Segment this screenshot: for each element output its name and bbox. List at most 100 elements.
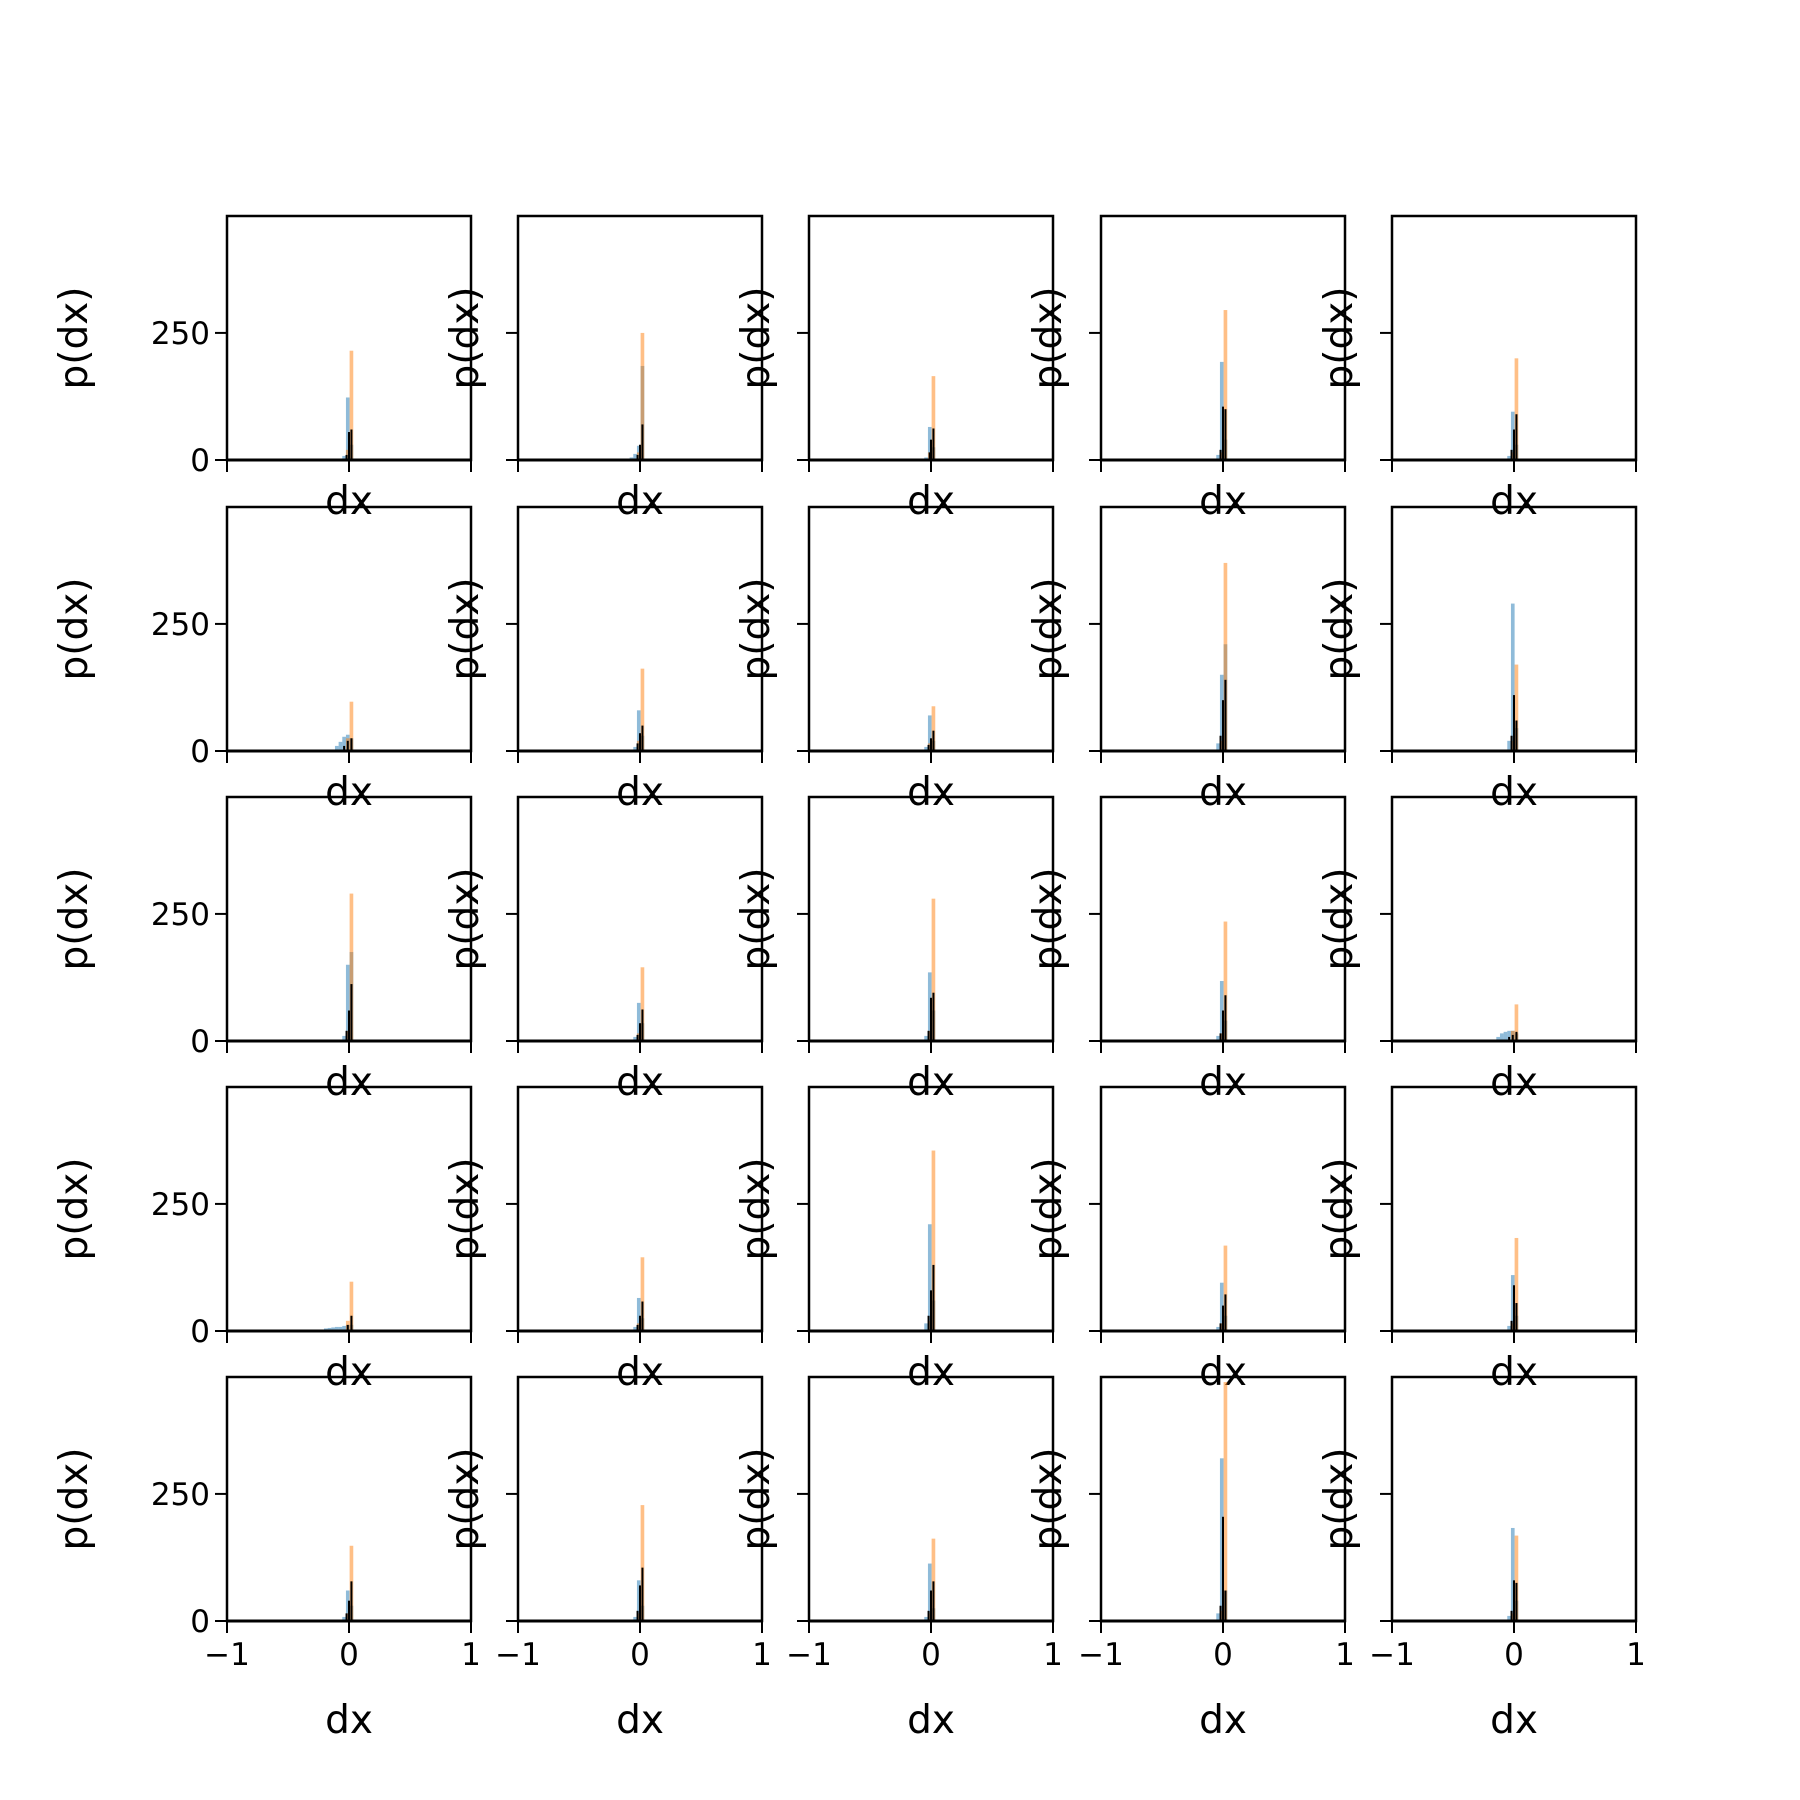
hist-bar-s3-2 (929, 997, 932, 1041)
panel-r3-c5: dx p(dx) (1317, 795, 1638, 1105)
hist-bar-s3-1 (1219, 735, 1222, 751)
y-axis-label: p(dx) (1026, 1157, 1071, 1260)
hist-bar-s3-1 (636, 454, 639, 460)
hist-bar-s2-2 (1514, 1237, 1519, 1331)
x-tick-label: 1 (752, 1637, 772, 1673)
hist-bar-s1-3 (1503, 1031, 1508, 1041)
x-axis-label: dx (907, 770, 955, 815)
hist-bar-s2-1 (345, 1030, 350, 1041)
y-axis-label: p(dx) (1026, 577, 1071, 680)
hist-bar-s2-2 (640, 332, 645, 460)
hist-bar-s1-1 (633, 1616, 637, 1621)
hist-bar-s3-2 (1511, 1034, 1514, 1041)
x-axis-label: dx (325, 1060, 373, 1105)
hist-bar-s3-2 (638, 1315, 641, 1331)
hist-bar-s3-3 (350, 1581, 353, 1621)
hist-bar-s3-1 (1508, 1036, 1511, 1041)
hist-bar-s3-2 (347, 1010, 350, 1041)
hist-bar-s1-2 (345, 964, 350, 1041)
y-tick-label: 0 (190, 443, 210, 479)
hist-bar-s3-2 (1512, 695, 1515, 751)
y-axis-label: p(dx) (52, 1157, 97, 1260)
hist-bar-s1-1 (342, 455, 346, 460)
hist-bar-s1-1 (342, 1616, 346, 1621)
hist-bar-s3-2 (350, 1315, 353, 1331)
hist-bar-s2-1 (1510, 1613, 1515, 1622)
hist-bar-s2-1 (927, 1320, 932, 1331)
y-axis-label: p(dx) (734, 286, 779, 389)
hist-bar-s1-1 (924, 1616, 928, 1621)
panel-r2-c2: dx p(dx) (443, 505, 764, 815)
hist-bar-s3-1 (1510, 449, 1513, 460)
panel-r5-c4: −1 0 1 dx p(dx) (1026, 1375, 1355, 1743)
hist-bar-s1-1 (633, 746, 637, 751)
hist-bar-s1-1 (334, 745, 339, 751)
panel-r4-c4: dx p(dx) (1026, 1085, 1347, 1395)
hist-bar-s3-3 (1224, 1590, 1227, 1621)
panel-r3-c3: dx p(dx) (734, 795, 1055, 1105)
hist-bar-s1-1 (924, 746, 928, 751)
hist-bar-s3-1 (345, 454, 348, 460)
hist-bar-s2-2 (1514, 664, 1519, 751)
hist-bar-s1-2 (345, 397, 350, 460)
hist-bar-s2-2 (1223, 921, 1228, 1041)
hist-bar-s3-1 (345, 1613, 348, 1622)
hist-bar-s1-2 (636, 1297, 641, 1331)
hist-bar-s3-3 (641, 1009, 644, 1041)
hist-bar-s2-2 (349, 893, 354, 1041)
hist-bar-s3-1 (1510, 735, 1513, 751)
hist-bar-s3-1 (1219, 1323, 1222, 1332)
hist-bar-s2-1 (1219, 1033, 1224, 1042)
hist-bar-s3-1 (636, 743, 639, 752)
y-axis-label: p(dx) (1317, 1157, 1362, 1260)
hist-bar-s1-2 (1219, 361, 1224, 460)
hist-bar-s3-3 (641, 1301, 644, 1331)
hist-bar-s2-2 (931, 898, 936, 1041)
hist-bar-s2-2 (1223, 1382, 1228, 1621)
hist-bar-s3-1 (927, 1030, 930, 1041)
x-tick-label: 0 (630, 1637, 650, 1673)
hist-bar-s1-1 (633, 1036, 637, 1041)
hist-bar-s1-1 (1216, 743, 1220, 752)
hist-bar-s3-2 (1221, 406, 1224, 461)
hist-bar-s3-3 (350, 738, 353, 751)
hist-bar-s3-3 (1515, 1303, 1518, 1331)
hist-bar-s1-2 (636, 710, 641, 751)
hist-bar-s3-1 (636, 1034, 639, 1041)
hist-bar-s3-1 (928, 452, 931, 461)
x-axis-label: dx (1199, 1060, 1247, 1105)
hist-bar-s3-3 (932, 730, 935, 751)
hist-bar-s3-2 (638, 1585, 641, 1621)
y-tick-label: 250 (151, 897, 210, 933)
y-axis-label: p(dx) (1026, 286, 1071, 389)
hist-bar-s3-2 (638, 1023, 641, 1041)
hist-bar-s3-1 (636, 1610, 639, 1621)
hist-bar-s1-1 (1216, 454, 1220, 460)
panel-r1-c4: dx p(dx) (1026, 214, 1347, 524)
panel-r2-c4: dx p(dx) (1026, 505, 1347, 815)
hist-bar-s3-1 (1219, 449, 1222, 460)
x-tick-label: 1 (1626, 1637, 1646, 1673)
panel-r1-c5: dx p(dx) (1317, 214, 1638, 524)
hist-bar-s3-1 (343, 745, 346, 751)
hist-bar-s1-4 (334, 1326, 339, 1331)
y-axis-label: p(dx) (52, 577, 97, 680)
hist-bar-s1-2 (633, 453, 637, 460)
hist-bar-s2-2 (1514, 358, 1519, 460)
hist-bar-s1-4 (1507, 1030, 1511, 1041)
hist-bar-s3-2 (1512, 1285, 1515, 1331)
y-axis-label: p(dx) (443, 1157, 488, 1260)
panel-r4-c5: dx p(dx) (1317, 1085, 1638, 1395)
y-tick-label: 250 (151, 1187, 210, 1223)
hist-bar-s3-1 (1219, 1033, 1222, 1042)
y-axis-label: p(dx) (734, 1157, 779, 1260)
y-axis-label: p(dx) (443, 577, 488, 680)
hist-bar-s3-2 (347, 1600, 350, 1621)
hist-bar-s1-2 (327, 1327, 332, 1331)
hist-bar-s3-3 (641, 725, 644, 751)
panel-r2-c5: dx p(dx) (1317, 505, 1638, 815)
x-tick-label: −1 (1369, 1637, 1415, 1673)
y-tick-label: 250 (151, 607, 210, 643)
hist-bar-s2-2 (640, 1257, 645, 1331)
